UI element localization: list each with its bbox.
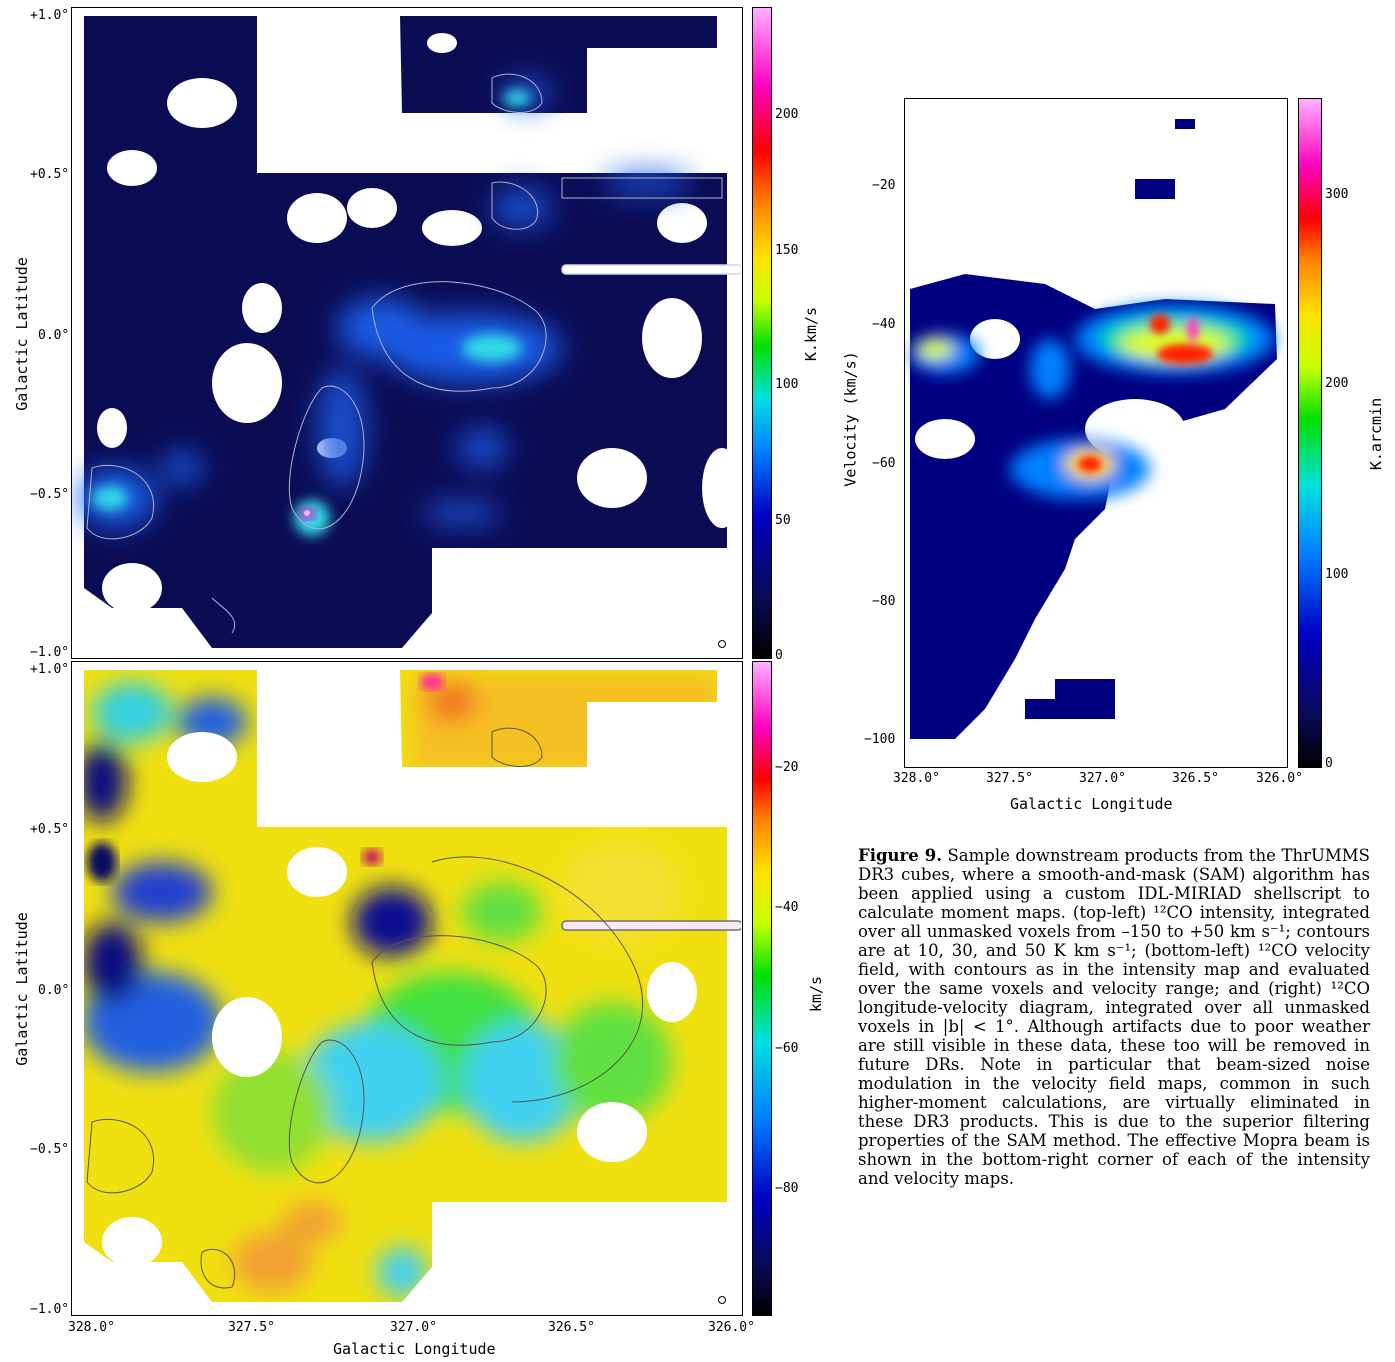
- lv-x-label: Galactic Longitude: [1010, 795, 1173, 813]
- intensity-y-label: Galactic Latitude: [12, 257, 31, 411]
- velocity-colorbar-label: km/s: [807, 975, 826, 1013]
- intensity-colorbar-tick-50: 50: [775, 513, 791, 528]
- lv-x-tick-327-5: 327.5°: [986, 771, 1033, 786]
- intensity-colorbar-tick-100: 100: [775, 377, 799, 392]
- intensity-colorbar-tick-200: 200: [775, 107, 799, 122]
- intensity-colorbar-label: K.km/s: [802, 306, 821, 362]
- intensity-map: [71, 7, 743, 659]
- lv-colorbar-tick-300: 300: [1325, 187, 1349, 202]
- velocity-x-tick-326-5: 326.5°: [548, 1320, 595, 1335]
- lv-x-tick-327: 327.0°: [1079, 771, 1126, 786]
- velocity-y-tick-1: +1.0°: [30, 662, 70, 677]
- lv-x-tick-328: 328.0°: [893, 771, 940, 786]
- velocity-x-tick-328: 328.0°: [68, 1320, 115, 1335]
- intensity-colorbar: [752, 7, 772, 659]
- velocity-colorbar-tick-20: −20: [775, 760, 799, 775]
- velocity-y-tick-3: 0.0°: [38, 983, 70, 998]
- intensity-y-tick-1: +1.0°: [30, 8, 70, 23]
- velocity-x-label: Galactic Longitude: [333, 1340, 496, 1358]
- lv-colorbar: [1298, 98, 1322, 768]
- lv-colorbar-tick-100: 100: [1325, 567, 1349, 582]
- lv-y-tick-100: −100: [864, 732, 896, 747]
- intensity-y-tick-3: 0.0°: [38, 328, 70, 343]
- velocity-y-label: Galactic Latitude: [12, 912, 31, 1066]
- velocity-x-tick-326: 326.0°: [708, 1320, 755, 1335]
- lv-colorbar-tick-200: 200: [1325, 376, 1349, 391]
- intensity-colorbar-tick-150: 150: [775, 243, 799, 258]
- velocity-y-tick-5: −1.0°: [30, 1302, 70, 1317]
- figure-label: Figure 9.: [858, 846, 942, 865]
- velocity-colorbar-tick-60: −60: [775, 1041, 799, 1056]
- velocity-x-tick-327-5: 327.5°: [228, 1320, 275, 1335]
- intensity-y-tick-2: +0.5°: [30, 167, 70, 182]
- intensity-y-tick-5: −1.0°: [30, 645, 70, 660]
- velocity-x-tick-327: 327.0°: [390, 1320, 437, 1335]
- velocity-colorbar-tick-80: −80: [775, 1181, 799, 1196]
- velocity-field-map: [71, 661, 743, 1316]
- lv-y-tick-80: −80: [872, 594, 896, 609]
- figure-caption: Figure 9. Sample downstream products fro…: [858, 846, 1370, 1188]
- velocity-colorbar-tick-40: −40: [775, 900, 799, 915]
- lv-colorbar-tick-0: 0: [1325, 756, 1333, 771]
- lv-y-tick-40: −40: [872, 317, 896, 332]
- velocity-y-tick-4: −0.5°: [30, 1142, 70, 1157]
- velocity-colorbar: [752, 661, 772, 1316]
- velocity-y-tick-2: +0.5°: [30, 822, 70, 837]
- lv-x-tick-326-5: 326.5°: [1172, 771, 1219, 786]
- caption-text: Sample downstream products from the ThrU…: [858, 846, 1370, 1188]
- intensity-colorbar-tick-0: 0: [775, 648, 783, 663]
- longitude-velocity-diagram: [904, 98, 1288, 768]
- lv-y-tick-20: −20: [872, 178, 896, 193]
- lv-colorbar-label: K.arcmin: [1367, 397, 1386, 471]
- lv-y-tick-60: −60: [872, 456, 896, 471]
- lv-x-tick-326: 326.0°: [1256, 771, 1303, 786]
- intensity-y-tick-4: −0.5°: [30, 487, 70, 502]
- lv-y-label: Velocity (km/s): [841, 351, 860, 487]
